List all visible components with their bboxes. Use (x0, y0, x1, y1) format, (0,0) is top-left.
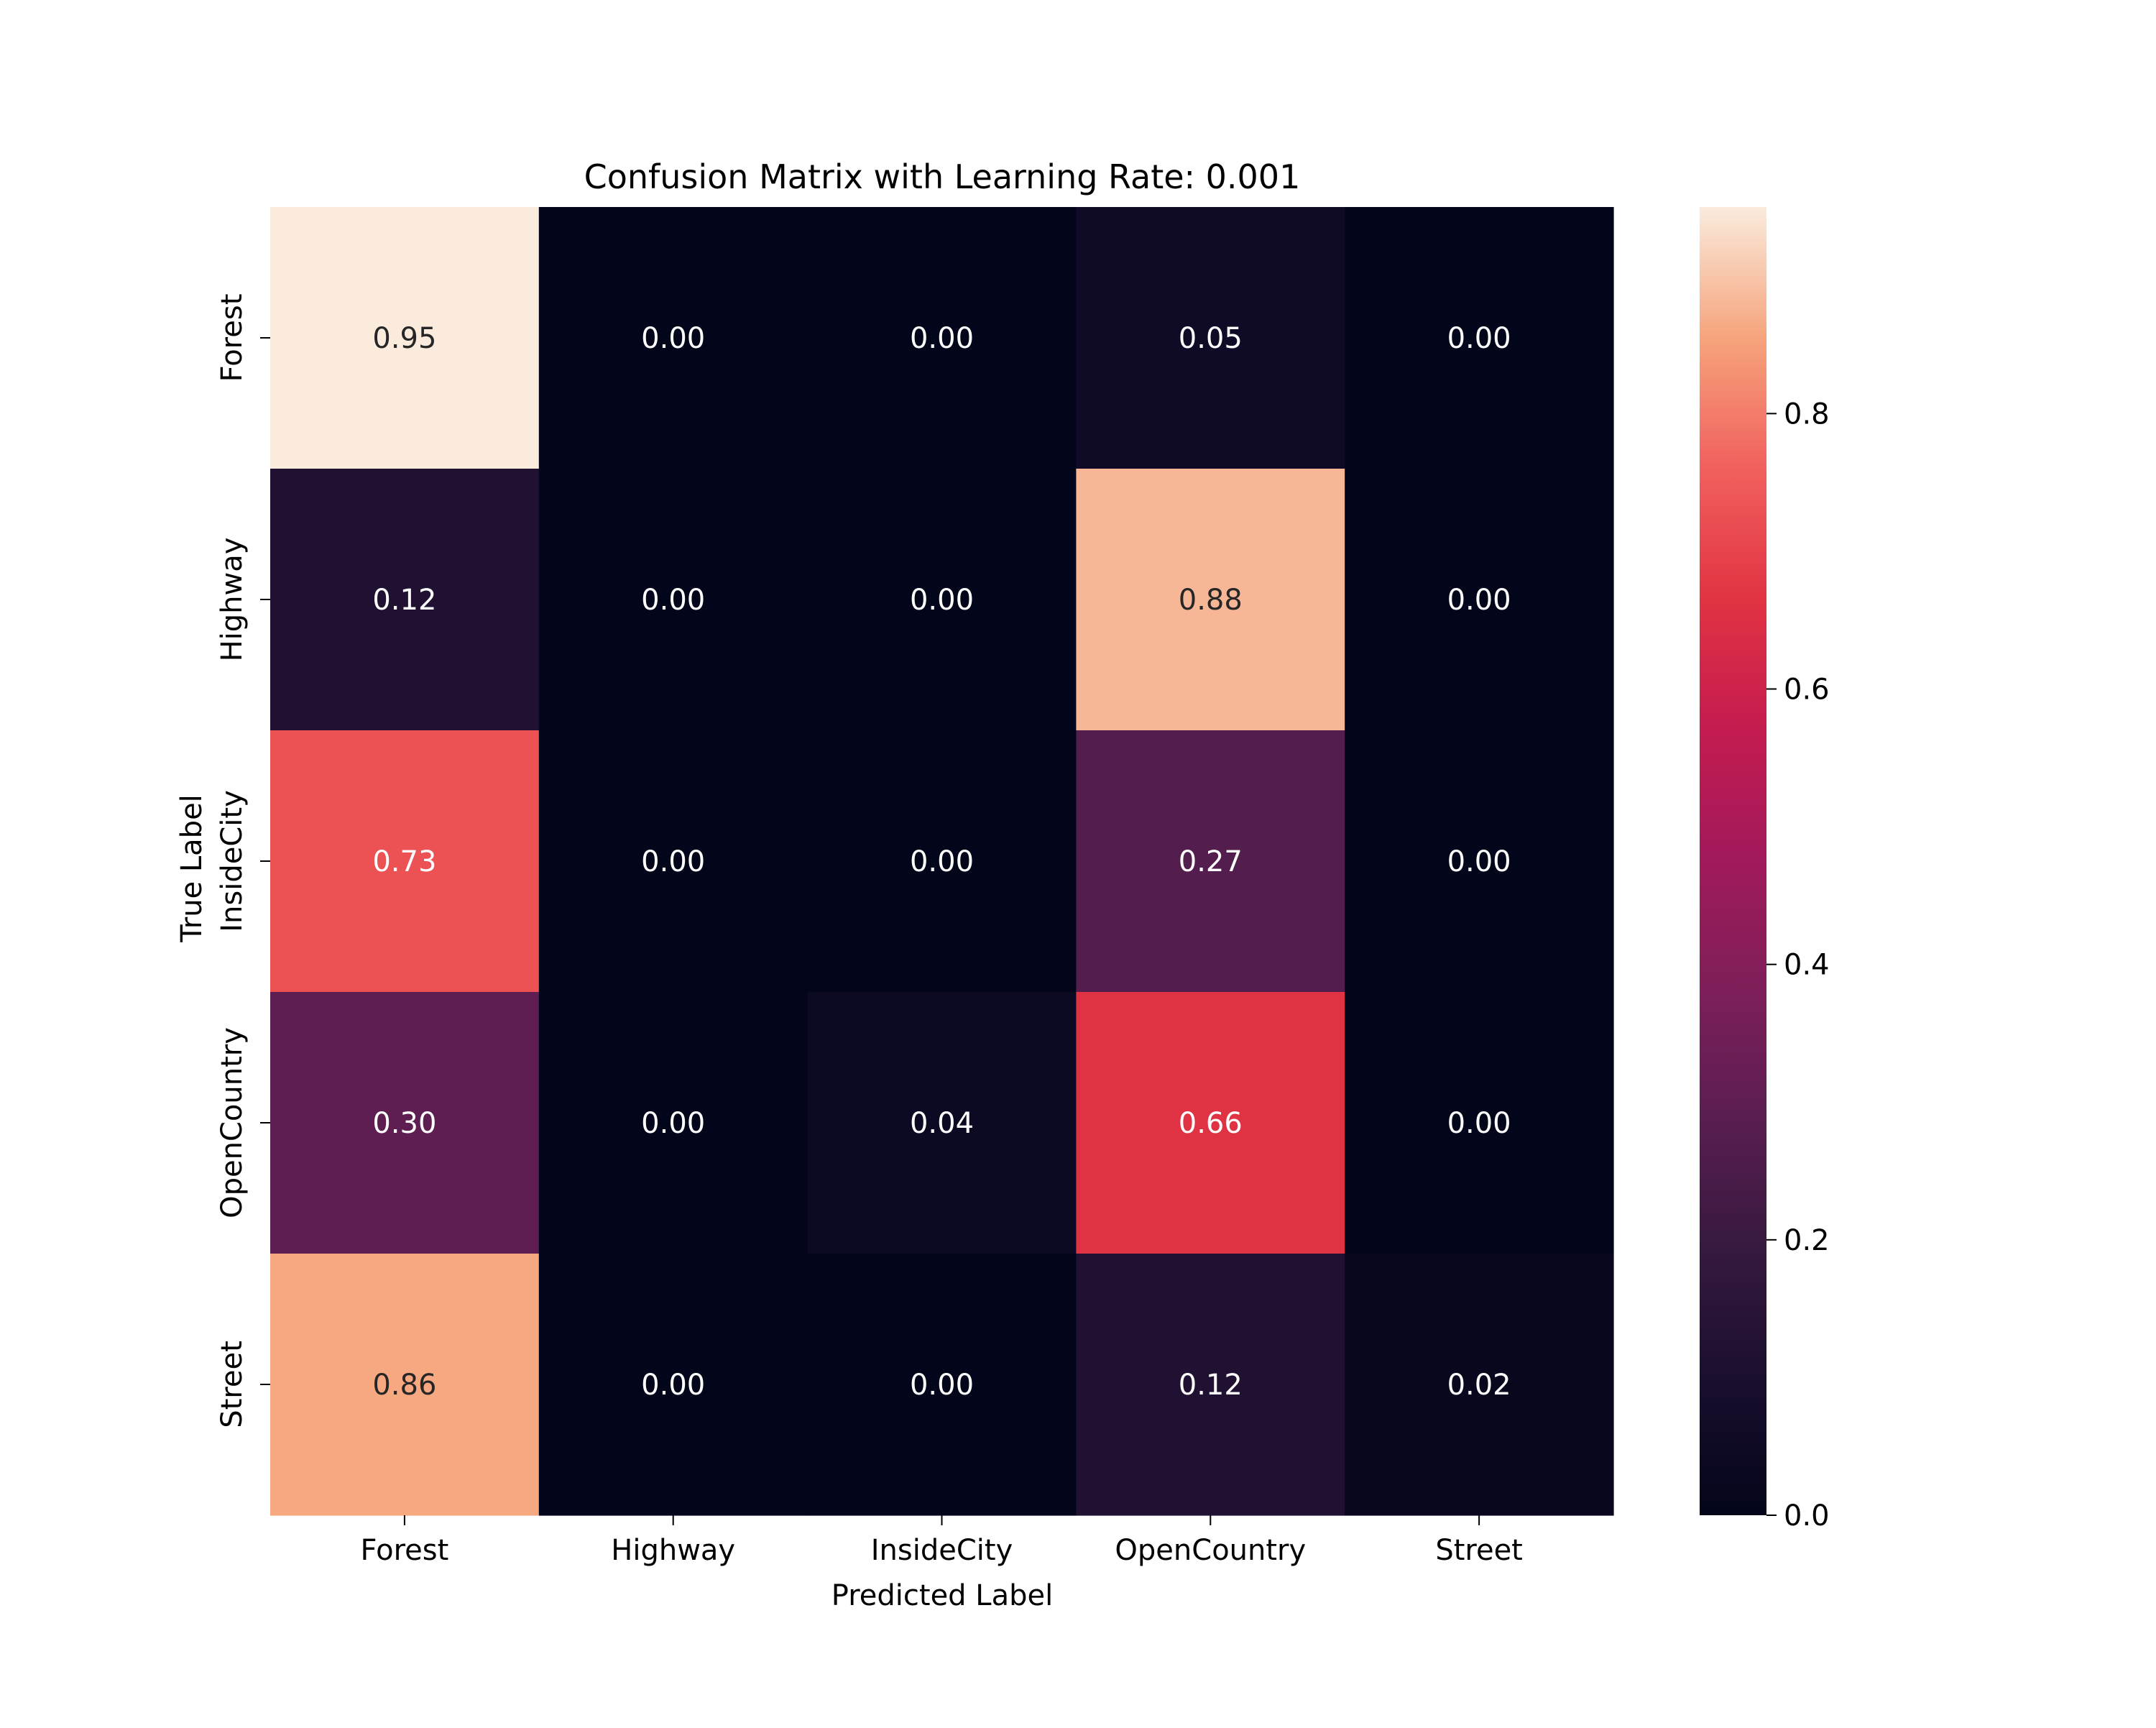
heatmap-cell (538, 1254, 808, 1516)
heatmap-cell (270, 730, 540, 993)
y-tick-label: Street (216, 1341, 249, 1428)
y-axis-label: True Label (175, 794, 208, 943)
heatmap-cell (1345, 1254, 1614, 1516)
heatmap-cell (1076, 207, 1345, 469)
cell-value-label: 0.00 (1447, 1107, 1511, 1140)
x-tick-label: Street (1435, 1534, 1523, 1567)
heatmap-cell (1076, 1254, 1345, 1516)
cell-value-label: 0.04 (910, 1107, 974, 1140)
heatmap-cell (807, 992, 1077, 1254)
heatmap-cells (270, 207, 1614, 1516)
x-tick-label: Forest (361, 1534, 449, 1567)
heatmap-cell (1076, 730, 1345, 993)
cell-value-label: 0.00 (1447, 845, 1511, 878)
cell-value-label: 0.00 (641, 584, 705, 617)
heatmap-cell (1076, 992, 1345, 1254)
y-axis: Forest Highway InsideCity OpenCountry Street (216, 294, 270, 1428)
colorbar-tick-label: 0.4 (1784, 949, 1830, 982)
heatmap-cell (1345, 207, 1614, 469)
heatmap-cell (538, 730, 808, 993)
colorbar-gradient (1700, 207, 1766, 1515)
heatmap-cell-labels: 0.95 0.00 0.00 0.05 0.00 0.12 0.00 0.00 0.88 0.00… (372, 322, 1511, 1402)
cell-value-label: 0.00 (1447, 322, 1511, 355)
x-tick-label: InsideCity (871, 1534, 1013, 1567)
heatmap-cell (538, 469, 808, 731)
heatmap-cell (270, 207, 540, 469)
heatmap-cell (807, 1254, 1077, 1516)
heatmap-cell (1345, 730, 1614, 993)
x-axis: Forest Highway InsideCity OpenCountry Street (361, 1515, 1523, 1567)
cell-value-label: 0.86 (372, 1369, 436, 1402)
cell-value-label: 0.73 (372, 845, 436, 878)
cell-value-label: 0.95 (372, 322, 436, 355)
cell-value-label: 0.27 (1179, 845, 1243, 878)
heatmap-cell (538, 207, 808, 469)
y-tick-label: OpenCountry (216, 1027, 249, 1218)
colorbar-tick-label: 0.6 (1784, 674, 1830, 707)
heatmap-cell (270, 992, 540, 1254)
y-tick-label: InsideCity (216, 790, 249, 932)
cell-value-label: 0.00 (641, 322, 705, 355)
colorbar-tick-label: 0.8 (1784, 397, 1830, 431)
cell-value-label: 0.02 (1447, 1369, 1511, 1402)
colorbar: 0.0 0.2 0.4 0.6 0.8 (1700, 207, 1830, 1532)
cell-value-label: 0.00 (641, 1107, 705, 1140)
heatmap-cell (807, 469, 1077, 731)
cell-value-label: 0.00 (910, 322, 974, 355)
cell-value-label: 0.00 (641, 1369, 705, 1402)
heatmap-cell (538, 992, 808, 1254)
colorbar-ticks: 0.0 0.2 0.4 0.6 0.8 (1766, 397, 1830, 1532)
cell-value-label: 0.05 (1179, 322, 1243, 355)
cell-value-label: 0.00 (910, 845, 974, 878)
x-tick-label: Highway (611, 1534, 735, 1567)
x-tick-label: OpenCountry (1115, 1534, 1306, 1567)
heatmap-cell (807, 730, 1077, 993)
heatmap-cell (270, 469, 540, 731)
cell-value-label: 0.00 (641, 845, 705, 878)
cell-value-label: 0.88 (1179, 584, 1243, 617)
heatmap-cell (1345, 469, 1614, 731)
cell-value-label: 0.00 (910, 584, 974, 617)
y-tick-label: Forest (216, 294, 249, 382)
cell-value-label: 0.30 (372, 1107, 436, 1140)
colorbar-tick-label: 0.2 (1784, 1224, 1830, 1257)
colorbar-tick-label: 0.0 (1784, 1499, 1830, 1532)
chart-title: Confusion Matrix with Learning Rate: 0.0… (584, 157, 1301, 196)
cell-value-label: 0.00 (1447, 584, 1511, 617)
heatmap-cell (1345, 992, 1614, 1254)
cell-value-label: 0.12 (372, 584, 436, 617)
x-axis-label: Predicted Label (831, 1579, 1053, 1612)
heatmap-cell (807, 207, 1077, 469)
cell-value-label: 0.12 (1179, 1369, 1243, 1402)
cell-value-label: 0.66 (1179, 1107, 1243, 1140)
heatmap-cell (1076, 469, 1345, 731)
y-tick-label: Highway (216, 538, 249, 662)
heatmap-cell (270, 1254, 540, 1516)
cell-value-label: 0.00 (910, 1369, 974, 1402)
